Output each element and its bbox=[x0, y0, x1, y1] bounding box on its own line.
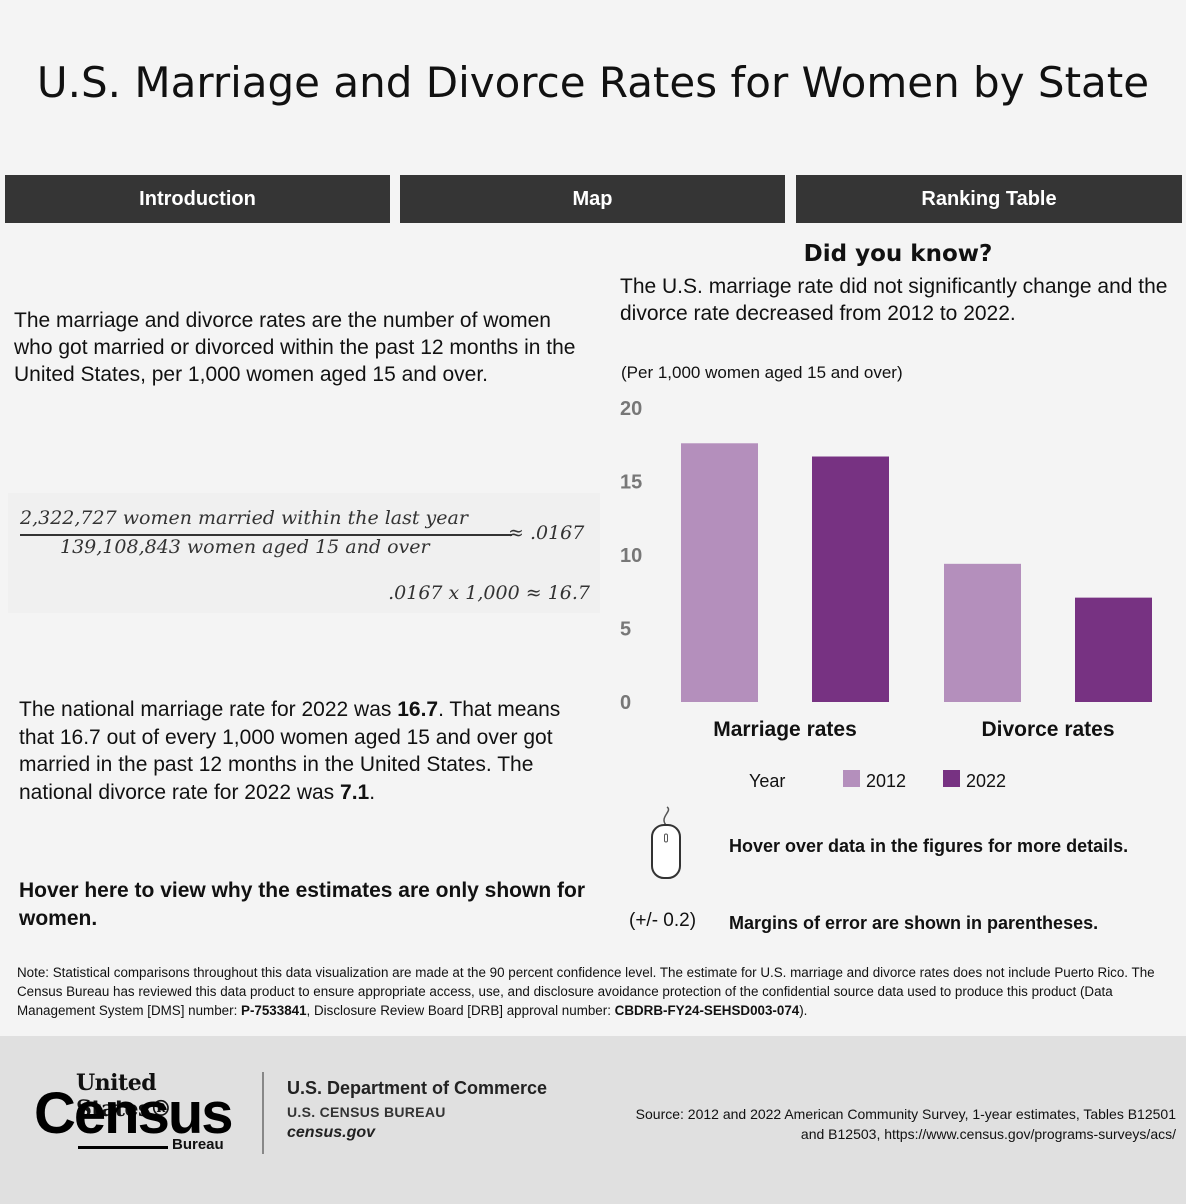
did-you-know-text: The U.S. marriage rate did not significa… bbox=[620, 275, 1168, 325]
census-logo[interactable]: United States® Census Bureau bbox=[34, 1070, 249, 1156]
category-label: Marriage rates bbox=[713, 718, 857, 741]
dms-number: P-7533841 bbox=[241, 1003, 307, 1018]
tab-ranking-table[interactable]: Ranking Table bbox=[796, 175, 1182, 223]
category-label: Divorce rates bbox=[981, 718, 1114, 741]
formula-calculation: .0167 x 1,000 ≈ 16.7 bbox=[388, 582, 590, 604]
logo-underline bbox=[78, 1146, 168, 1149]
hover-why-women-link[interactable]: Hover here to view why the estimates are… bbox=[19, 879, 585, 930]
legend-label-2012: 2012 bbox=[866, 771, 907, 791]
hover-instruction: Hover over data in the figures for more … bbox=[729, 836, 1129, 856]
fraction-line bbox=[20, 534, 512, 536]
y-tick-label: 0 bbox=[620, 692, 631, 714]
y-tick-label: 15 bbox=[620, 472, 642, 494]
y-tick-label: 10 bbox=[620, 545, 642, 567]
national-rate-text: The national marriage rate for 2022 was … bbox=[19, 698, 561, 804]
census-website-link[interactable]: census.gov bbox=[287, 1124, 376, 1141]
logo-census: Census bbox=[34, 1081, 234, 1146]
tab-map[interactable]: Map bbox=[400, 175, 785, 223]
legend-swatch-2012 bbox=[843, 770, 860, 787]
footer: United States® Census Bureau U.S. Depart… bbox=[0, 1036, 1186, 1204]
legend-swatch-2022 bbox=[943, 770, 960, 787]
legend-title: Year bbox=[749, 771, 786, 791]
y-tick-label: 20 bbox=[620, 398, 642, 420]
did-you-know-title: Did you know? bbox=[803, 241, 993, 267]
formula-denominator: 139,108,843 women aged 15 and over bbox=[60, 536, 430, 558]
methodology-note: Note: Statistical comparisons throughout… bbox=[17, 965, 1155, 1018]
logo-bureau: Bureau bbox=[172, 1136, 224, 1153]
y-tick-label: 5 bbox=[620, 619, 631, 641]
formula-result: ≈ .0167 bbox=[508, 522, 585, 544]
definition-text: The marriage and divorce rates are the n… bbox=[14, 309, 576, 386]
margin-of-error-note: Margins of error are shown in parenthese… bbox=[729, 913, 1099, 933]
department-name: U.S. Department of Commerce bbox=[287, 1078, 548, 1098]
tab-bar: Introduction Map Ranking Table bbox=[5, 175, 1182, 223]
bar-marriage-rates-2012[interactable] bbox=[681, 443, 758, 702]
national-divorce-value: 7.1 bbox=[340, 780, 370, 804]
logo-united-states: United States® bbox=[76, 1070, 172, 1122]
formula-image: 2,322,727 women married within the last … bbox=[8, 493, 600, 613]
margin-of-error-sample: (+/- 0.2) bbox=[629, 910, 697, 931]
drb-number: CBDRB-FY24-SEHSD003-074 bbox=[614, 1003, 800, 1018]
national-marriage-value: 16.7 bbox=[397, 698, 439, 721]
formula-numerator: 2,322,727 women married within the last … bbox=[20, 507, 468, 529]
chart-subtitle: (Per 1,000 women aged 15 and over) bbox=[621, 363, 903, 382]
bar-marriage-rates-2022[interactable] bbox=[812, 456, 889, 702]
bureau-name: U.S. CENSUS BUREAU bbox=[287, 1104, 446, 1120]
tab-introduction[interactable]: Introduction bbox=[5, 175, 390, 223]
bar-divorce-rates-2012[interactable] bbox=[944, 563, 1021, 702]
bar-divorce-rates-2022[interactable] bbox=[1075, 597, 1152, 702]
mouse-icon bbox=[651, 806, 681, 879]
source-citation: Source: 2012 and 2022 American Community… bbox=[635, 1106, 1176, 1142]
footer-divider bbox=[262, 1072, 264, 1154]
page-title: U.S. Marriage and Divorce Rates for Wome… bbox=[36, 58, 1150, 107]
chart-legend: Year 2012 2022 bbox=[610, 768, 1170, 798]
legend-label-2022: 2022 bbox=[966, 771, 1007, 791]
rates-bar-chart: 0 5 10 15 20 Marriage rates Divorce rates bbox=[620, 398, 1152, 741]
